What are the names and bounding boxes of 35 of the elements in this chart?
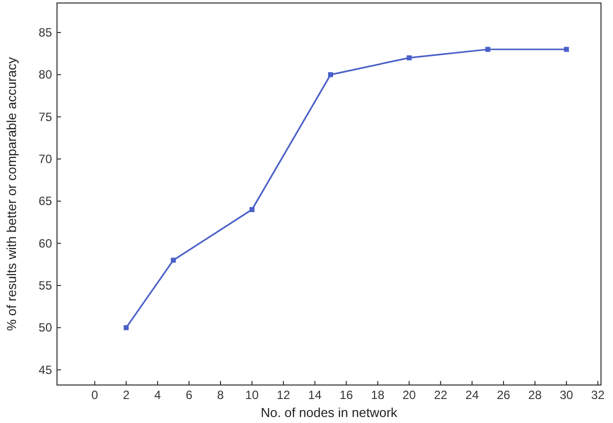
point	[485, 46, 490, 52]
x-tick-label: 4	[154, 388, 162, 402]
y-tick-label: 85	[38, 26, 52, 40]
y-tick-label: 45	[38, 362, 52, 377]
y-tick-label: 70	[38, 152, 52, 166]
point	[249, 207, 254, 212]
x-tick-label: 26	[496, 388, 511, 402]
y-tick-label: 65	[38, 194, 52, 208]
y-tick-label: 75	[38, 110, 52, 124]
point	[564, 46, 569, 52]
y-tick-label: 50	[38, 320, 52, 335]
point	[170, 258, 176, 263]
point	[406, 55, 412, 60]
x-tick-label: 8	[217, 388, 224, 402]
y-tick-label: 80	[38, 68, 52, 82]
x-tick-label: 22	[434, 388, 448, 402]
x-tick-label: 32	[591, 388, 605, 402]
x-tick-label: 30	[560, 388, 574, 402]
x-tick-label: 20	[402, 388, 416, 402]
x-tick-label: 2	[122, 388, 130, 402]
x-tick-label: 6	[186, 388, 193, 402]
x-tick-label: 0	[91, 388, 98, 402]
x-tick-label: 14	[308, 388, 322, 402]
y-axis-title: % of results with better or comparable accuracy	[4, 56, 19, 331]
y-tick-label: 60	[38, 236, 52, 250]
y-tick-label: 55	[38, 278, 52, 292]
x-tick-label: 12	[276, 388, 290, 402]
x-tick-label: 24	[465, 388, 480, 402]
point	[124, 325, 129, 330]
x-tick-label: 18	[371, 388, 385, 402]
point	[328, 72, 334, 78]
x-tick-label: 28	[528, 388, 542, 402]
x-axis-title: No. of nodes in network	[260, 405, 398, 420]
x-tick-label: 10	[245, 388, 259, 402]
x-tick-label: 16	[340, 388, 354, 402]
